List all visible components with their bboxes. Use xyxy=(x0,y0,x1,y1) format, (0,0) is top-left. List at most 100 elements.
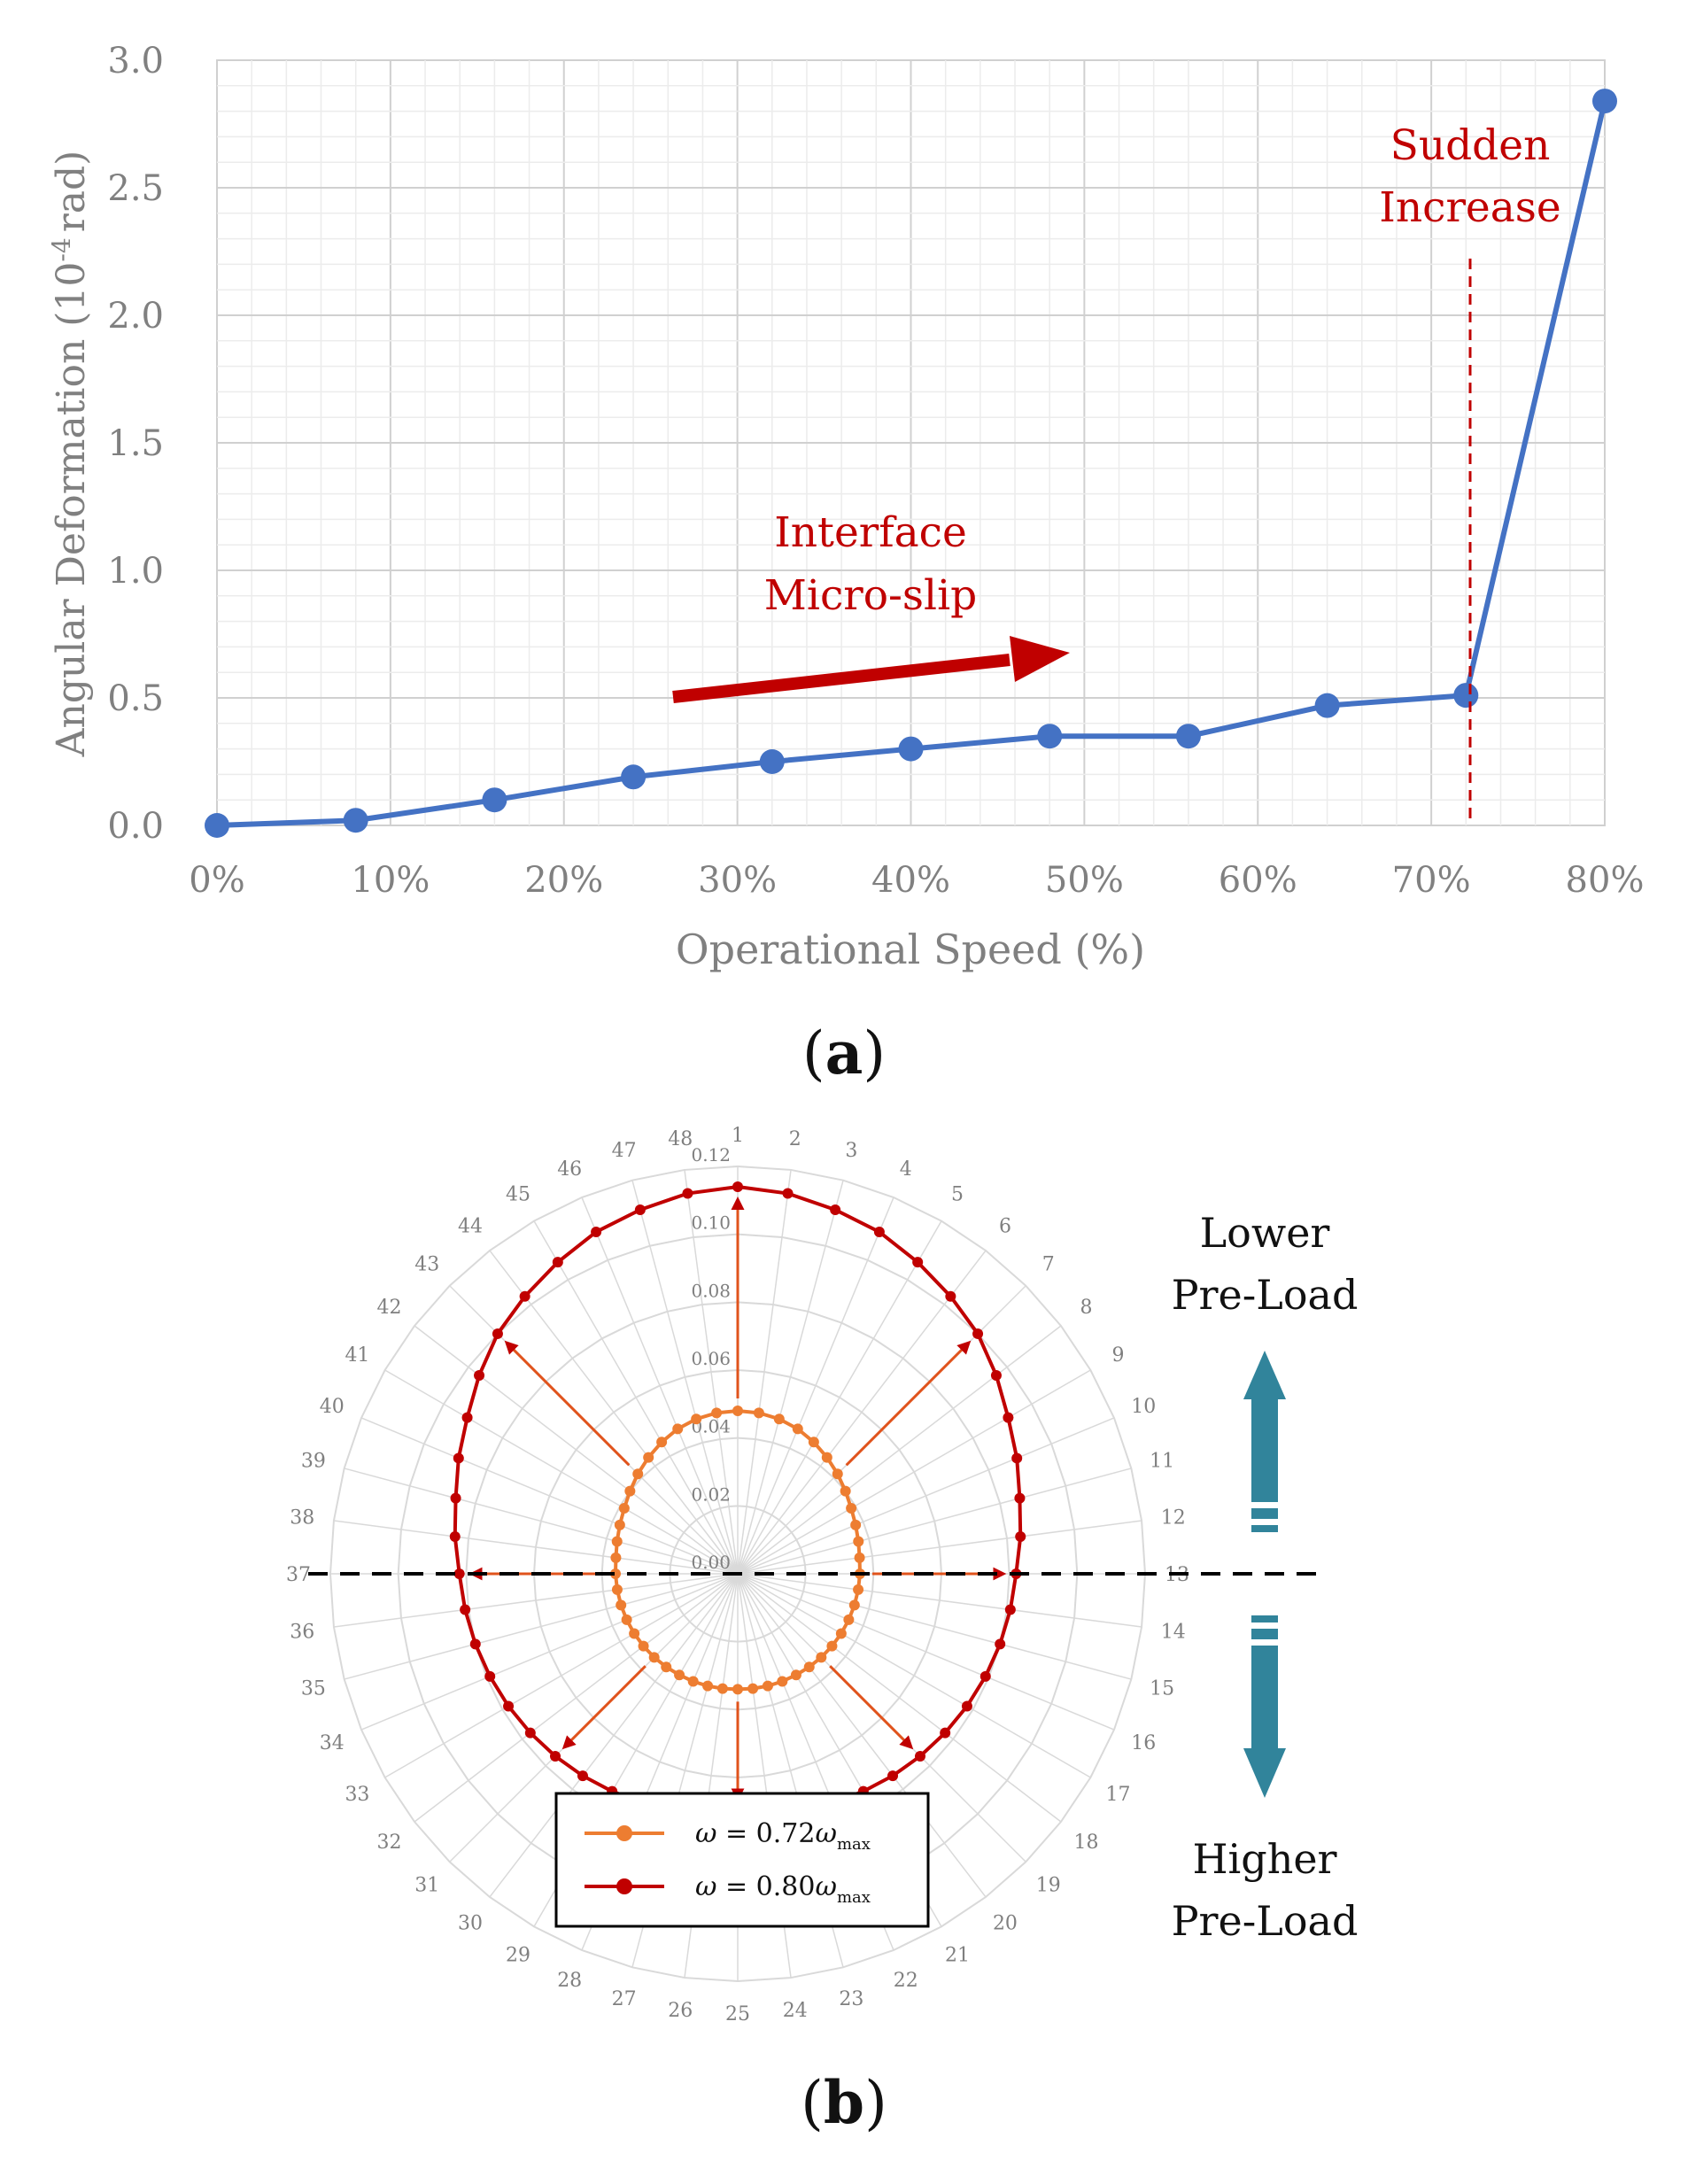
polar-data-point xyxy=(632,1468,644,1480)
polar-data-point xyxy=(460,1604,471,1615)
legend: ω = 0.72ωmax ω = 0.80ωmax xyxy=(554,1792,930,1928)
polar-data-point xyxy=(591,1226,602,1237)
polar-data-point xyxy=(1003,1412,1014,1423)
data-point xyxy=(205,813,229,838)
polar-data-point xyxy=(940,1727,951,1739)
x-tick-label: 50% xyxy=(1045,860,1124,901)
polar-data-point xyxy=(782,1188,794,1199)
polar-spoke xyxy=(737,1250,987,1575)
angle-label: 10 xyxy=(1131,1396,1156,1418)
angle-label: 18 xyxy=(1074,1832,1099,1854)
polar-data-point xyxy=(753,1407,764,1419)
x-tick-label: 80% xyxy=(1566,860,1645,901)
polar-data-point xyxy=(624,1485,636,1497)
angle-label: 2 xyxy=(789,1128,801,1150)
panel-label-b: (b) xyxy=(801,2068,887,2137)
polar-data-point xyxy=(887,1770,899,1782)
polar-data-point xyxy=(643,1452,654,1463)
polar-data-point xyxy=(453,1568,465,1579)
y-tick-label: 1.5 xyxy=(107,423,164,464)
polar-data-point xyxy=(621,1614,632,1625)
radial-tick-label: 0.12 xyxy=(691,1144,731,1166)
polar-data-point xyxy=(524,1727,536,1739)
polar-data-point xyxy=(674,1669,685,1681)
polar-data-point xyxy=(961,1700,972,1712)
angle-label: 20 xyxy=(993,1913,1018,1935)
polar-data-point xyxy=(821,1452,832,1463)
micro-slip-arrow xyxy=(672,654,1010,703)
polar-spoke xyxy=(581,1197,739,1575)
polar-data-point xyxy=(792,1423,803,1435)
polar-spoke xyxy=(344,1573,739,1680)
angle-label: 48 xyxy=(668,1128,693,1150)
polar-data-point xyxy=(972,1328,984,1339)
polar-spoke xyxy=(737,1325,1062,1575)
polar-data-point xyxy=(853,1536,864,1547)
y-tick-label: 2.5 xyxy=(107,168,164,209)
data-point xyxy=(1037,724,1063,749)
angle-label: 28 xyxy=(557,1970,582,1992)
polar-data-point xyxy=(762,1680,773,1692)
polar-spoke xyxy=(344,1468,739,1575)
panel-label-a: (a) xyxy=(801,1018,887,1088)
polar-data-point xyxy=(610,1568,621,1579)
polar-data-point xyxy=(840,1485,851,1497)
angle-label: 29 xyxy=(506,1945,530,1967)
angle-labels: 1234567891011121314151617181920212223242… xyxy=(286,1125,1189,2025)
data-point xyxy=(1314,693,1340,718)
y-tick-label: 3.0 xyxy=(107,41,164,81)
polar-data-point xyxy=(453,1452,464,1464)
angle-label: 34 xyxy=(320,1732,345,1754)
x-tick-label: 40% xyxy=(871,860,950,901)
polar-data-point xyxy=(610,1552,622,1563)
side-label-bottom-line2: Pre-Load xyxy=(1172,1897,1359,1945)
data-point xyxy=(1175,724,1201,749)
polar-data-point xyxy=(995,1638,1006,1650)
polar-data-point xyxy=(618,1503,630,1514)
polar-data-point xyxy=(790,1669,801,1681)
polar-data-point xyxy=(687,1676,699,1687)
angle-label: 27 xyxy=(612,1988,637,2010)
polar-data-point xyxy=(832,1468,843,1480)
polar-data-point xyxy=(484,1670,496,1682)
polar-data-point xyxy=(732,1181,743,1192)
angle-label: 5 xyxy=(951,1183,964,1205)
polar-spoke xyxy=(414,1573,739,1823)
angle-label: 31 xyxy=(414,1875,439,1897)
expansion-arrows xyxy=(468,1197,1007,1802)
angle-label: 30 xyxy=(458,1913,483,1935)
polar-data-point xyxy=(850,1519,862,1530)
polar-data-point xyxy=(577,1770,588,1782)
side-label-bottom-line1: Higher xyxy=(1192,1835,1336,1883)
angle-label: 41 xyxy=(345,1344,369,1367)
data-point xyxy=(482,787,507,813)
polar-data-point xyxy=(461,1412,473,1423)
polar-data-point xyxy=(711,1407,723,1419)
polar-data-point xyxy=(492,1328,503,1339)
polar-data-point xyxy=(848,1599,860,1611)
y-tick-label: 0.0 xyxy=(107,806,164,847)
polar-data-point xyxy=(450,1492,461,1504)
angle-label: 22 xyxy=(894,1970,918,1992)
angle-label: 3 xyxy=(845,1140,857,1162)
polar-data-point xyxy=(1014,1492,1026,1504)
polar-data-point xyxy=(656,1437,668,1448)
polar-spoke xyxy=(737,1573,1115,1731)
angle-label: 8 xyxy=(1080,1297,1093,1319)
polar-spoke xyxy=(333,1520,739,1575)
data-point xyxy=(621,764,647,790)
side-label-top-line2: Pre-Load xyxy=(1172,1271,1359,1319)
polar-spoke xyxy=(737,1220,942,1575)
polar-spoke xyxy=(384,1369,739,1575)
data-series xyxy=(205,89,1617,838)
polar-data-point xyxy=(816,1652,827,1663)
polar-data-point xyxy=(808,1437,819,1448)
polar-data-point xyxy=(702,1680,714,1692)
polar-data-point xyxy=(716,1683,728,1694)
annotation-micro-slip-line2: Micro-slip xyxy=(764,571,977,620)
data-point xyxy=(1453,683,1479,709)
angle-label: 14 xyxy=(1161,1622,1186,1644)
polar-data-point xyxy=(915,1751,926,1762)
polar-spoke xyxy=(489,1250,739,1575)
angle-label: 33 xyxy=(345,1784,369,1806)
